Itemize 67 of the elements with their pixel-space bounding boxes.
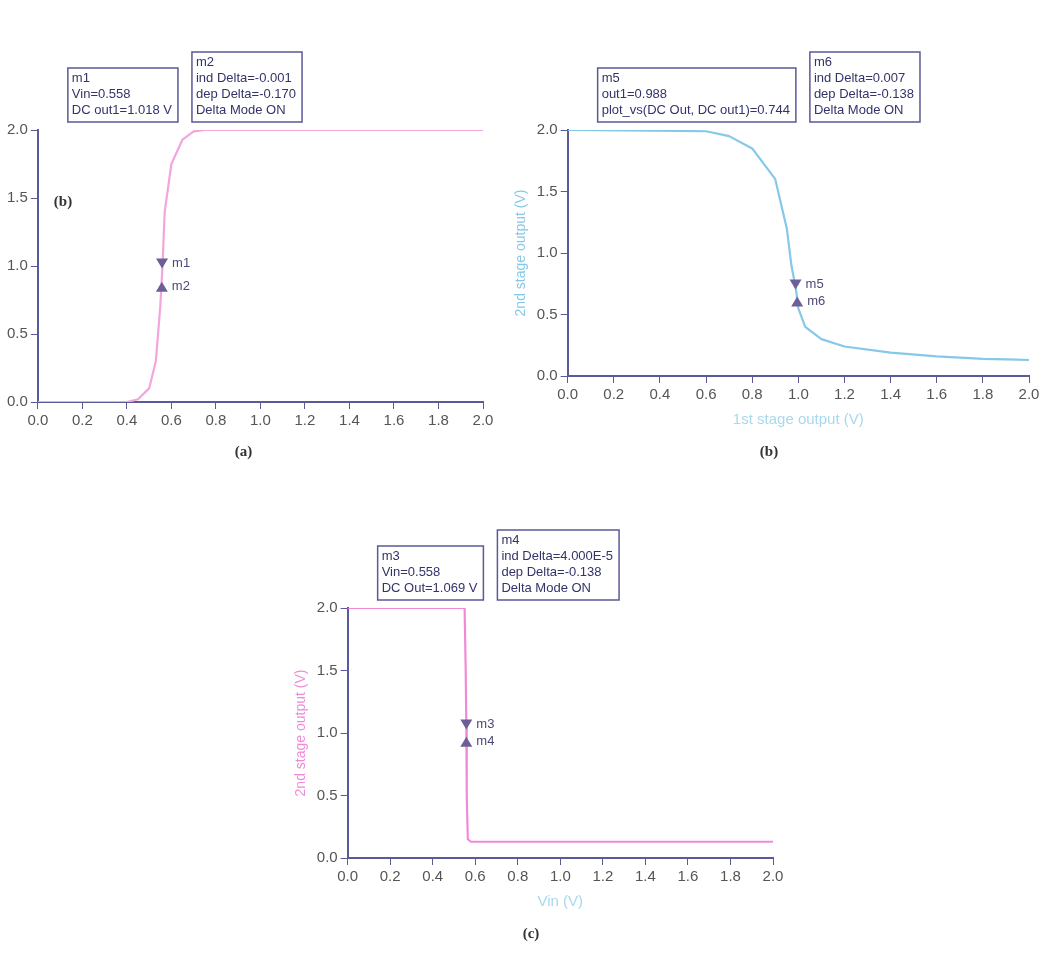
x-tick-label: 1.0 bbox=[787, 385, 809, 403]
x-tick-label: 0.6 bbox=[464, 867, 486, 885]
text: m2 ind Delta=-0.001 dep Delta=-0.170 Delta Mode ON bbox=[195, 54, 297, 118]
x-tick-label: 1.0 bbox=[250, 411, 271, 429]
y-tick-label: 2.0 bbox=[536, 120, 558, 138]
y-tick-label: 0.5 bbox=[536, 304, 558, 322]
text: (c) bbox=[522, 924, 540, 942]
annotation: (b) bbox=[53, 193, 73, 211]
x-tick-label: 1.0 bbox=[549, 867, 571, 885]
x-tick-label: 0.0 bbox=[557, 385, 579, 403]
x-tick-label: 0.8 bbox=[741, 385, 763, 403]
y-tick-label: 2.0 bbox=[6, 120, 28, 138]
annotation: m1 bbox=[172, 255, 191, 271]
x-tick-label: 0.2 bbox=[379, 867, 401, 885]
y-tick-label: 1.5 bbox=[6, 188, 28, 206]
y-tick-label: 1.0 bbox=[316, 723, 338, 741]
x-tick-label: 2.0 bbox=[472, 411, 494, 429]
x-tick-label: 0.0 bbox=[337, 867, 359, 885]
x-tick-label: 0.2 bbox=[603, 385, 625, 403]
text: m5 out1=0.988 plot_vs(DC Out, DC out1)=0.744 bbox=[601, 70, 790, 118]
x-tick-label: 0.4 bbox=[649, 385, 671, 403]
x-tick-label: 1.2 bbox=[592, 867, 614, 885]
x-tick-label: 1.6 bbox=[926, 385, 948, 403]
x-tick-label: 1.4 bbox=[339, 411, 360, 429]
y-tick-label: 2.0 bbox=[316, 598, 338, 616]
y-axis-title: 2nd stage output (V) bbox=[292, 669, 309, 797]
y-tick-label: 0.5 bbox=[316, 785, 338, 803]
x-tick-label: 2.0 bbox=[762, 867, 784, 885]
y-tick-label: 1.0 bbox=[6, 256, 28, 274]
x-tick-label: 1.8 bbox=[428, 411, 449, 429]
text: m3 Vin=0.558 DC Out=1.069 V bbox=[381, 548, 478, 596]
x-tick-label: 1.4 bbox=[880, 385, 902, 403]
y-axis-title: 2nd stage output (V) bbox=[512, 189, 529, 317]
x-axis-title: 1st stage output (V) bbox=[732, 410, 864, 428]
x-tick-label: 0.0 bbox=[27, 411, 49, 429]
y-tick-label: 1.5 bbox=[316, 660, 338, 678]
x-tick-label: 1.2 bbox=[294, 411, 316, 429]
y-tick-label: 0.5 bbox=[6, 324, 28, 342]
annotation: m4 bbox=[476, 733, 495, 749]
annotation: m6 bbox=[807, 293, 826, 309]
text: m4 ind Delta=4.000E-5 dep Delta=-0.138 Delta Mode ON bbox=[501, 532, 614, 596]
annotation: m5 bbox=[805, 276, 824, 292]
x-tick-label: 1.8 bbox=[720, 867, 741, 885]
x-tick-label: 0.4 bbox=[422, 867, 444, 885]
x-tick-label: 0.8 bbox=[507, 867, 529, 885]
x-axis-title: Vin (V) bbox=[537, 892, 584, 910]
x-tick-label: 0.6 bbox=[695, 385, 717, 403]
x-tick-label: 0.6 bbox=[160, 411, 182, 429]
x-tick-label: 1.6 bbox=[383, 411, 405, 429]
text: (b) bbox=[759, 442, 779, 460]
y-tick-label: 0.0 bbox=[536, 366, 558, 384]
x-tick-label: 0.4 bbox=[116, 411, 138, 429]
x-tick-label: 0.8 bbox=[205, 411, 227, 429]
y-tick-label: 0.0 bbox=[316, 848, 338, 866]
x-tick-label: 1.6 bbox=[677, 867, 699, 885]
text: (a) bbox=[234, 442, 253, 460]
annotation: m3 bbox=[476, 715, 495, 731]
x-tick-label: 2.0 bbox=[1018, 385, 1040, 403]
text: m6 ind Delta=0.007 dep Delta=-0.138 Delta Mode ON bbox=[813, 54, 914, 118]
annotation: m2 bbox=[171, 278, 190, 294]
y-tick-label: 1.0 bbox=[536, 243, 558, 261]
x-tick-label: 1.4 bbox=[634, 867, 656, 885]
y-tick-label: 1.5 bbox=[536, 181, 558, 199]
x-tick-label: 1.2 bbox=[834, 385, 855, 403]
text: m1 Vin=0.558 DC out1=1.018 V bbox=[71, 70, 173, 118]
x-tick-label: 1.8 bbox=[972, 385, 994, 403]
x-tick-label: 0.2 bbox=[71, 411, 93, 429]
